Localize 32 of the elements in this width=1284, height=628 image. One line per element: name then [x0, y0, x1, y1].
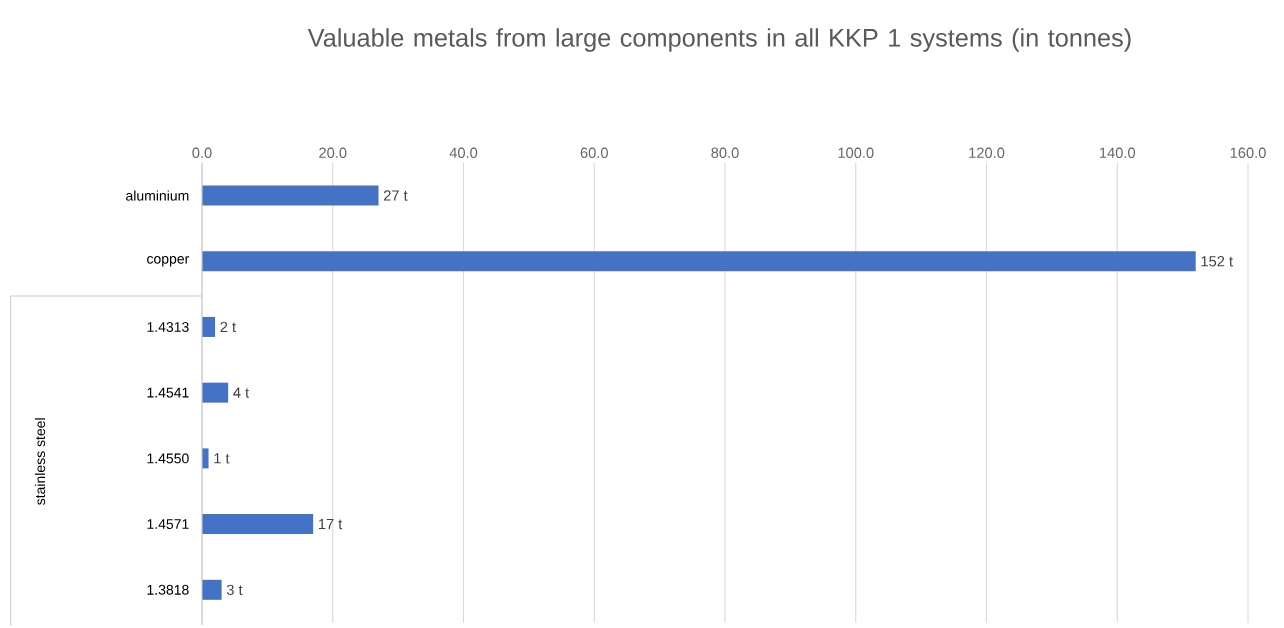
data-label: 4 t: [233, 387, 250, 398]
data-label: 152 t: [1201, 256, 1233, 267]
bar: [202, 448, 209, 469]
data-label: 3 t: [226, 584, 243, 596]
y-tick-label: 1.3818: [147, 584, 189, 595]
bar: [202, 185, 379, 206]
data-label: 27 t: [383, 190, 408, 201]
x-tick-label: 60.0: [580, 147, 608, 158]
x-tick-label: 160.0: [1230, 147, 1266, 158]
y-tick-label: 1.4313: [147, 322, 189, 332]
x-tick-label: 100.0: [838, 147, 874, 158]
y-tick-label: aluminium: [126, 190, 189, 201]
x-tick-label: 140.0: [1100, 147, 1136, 158]
text: stainless steel: [34, 418, 46, 505]
bar: [202, 514, 314, 535]
y-tick-label: copper: [147, 256, 190, 267]
y-tick-label: 1.4571: [147, 519, 189, 529]
chart-title: Valuable metals from large components in all KKP 1 systems (in tonnes): [307, 28, 1131, 52]
data-label: 2 t: [220, 321, 236, 333]
bar: [202, 251, 1196, 272]
bar: [202, 316, 216, 337]
x-tick-label: 120.0: [969, 147, 1005, 158]
y-tick-label: 1.4550: [147, 453, 189, 464]
data-label: 1 t: [214, 453, 230, 464]
bar: [202, 579, 222, 600]
data-label: 17 t: [318, 519, 343, 530]
bar: [202, 382, 229, 403]
x-tick-label: 20.0: [319, 147, 347, 158]
y-tick-label: 1.4541: [147, 387, 189, 398]
x-tick-label: 80.0: [711, 147, 739, 158]
x-tick-label: 0.0: [192, 147, 212, 158]
x-tick-label: 40.0: [449, 147, 478, 158]
